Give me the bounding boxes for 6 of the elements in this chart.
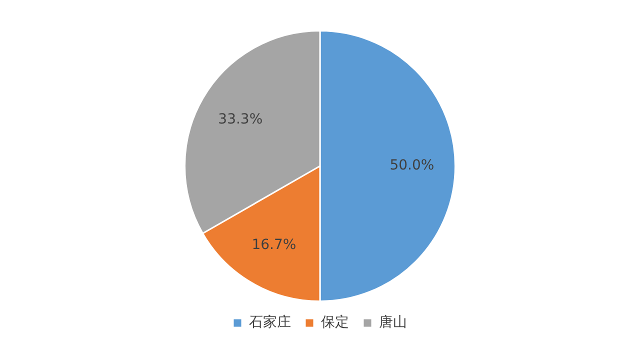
legend-label: 石家庄 (249, 314, 291, 331)
legend-label: 唐山 (379, 314, 407, 331)
data-label: 16.7% (252, 237, 296, 254)
data-label: 50.0% (390, 158, 434, 174)
legend-label: 保定 (321, 314, 349, 331)
data-label: 33.3% (218, 112, 263, 128)
